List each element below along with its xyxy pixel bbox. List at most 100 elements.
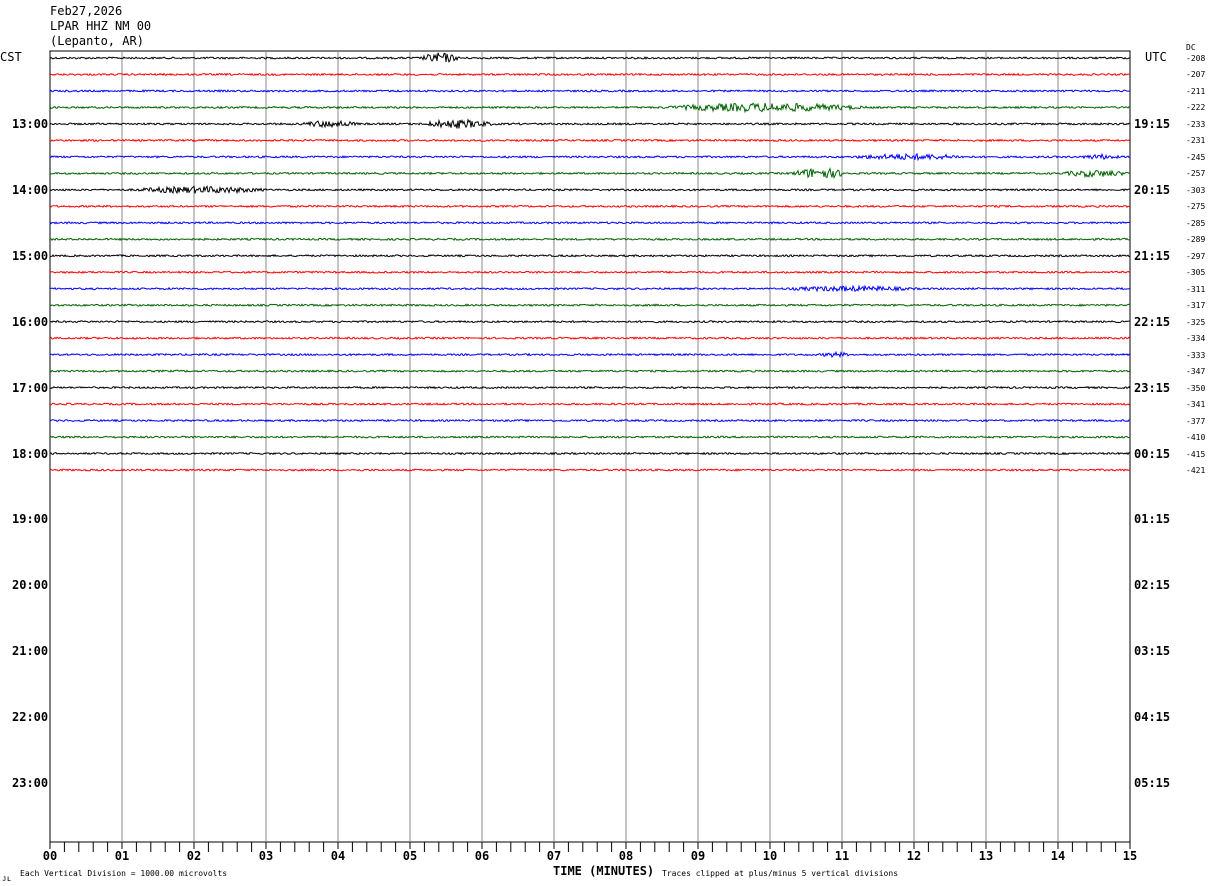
seismic-trace	[49, 402, 1131, 406]
dc-offset-label: -377	[1186, 416, 1206, 426]
seismic-trace	[49, 284, 1131, 293]
utc-hour-label: 01:15	[1134, 512, 1171, 527]
dc-offset-label: -350	[1186, 383, 1206, 393]
seismic-trace	[49, 152, 1131, 162]
dc-offset-label: -421	[1186, 466, 1206, 475]
dc-offset-label: -222	[1186, 103, 1206, 113]
dc-offset-label: -311	[1186, 284, 1206, 294]
seismic-trace	[49, 468, 1131, 472]
seismic-trace	[49, 118, 1131, 129]
plot-frame	[49, 50, 1131, 843]
seismic-trace	[49, 166, 1131, 180]
date-label: Feb27,2026	[50, 4, 123, 18]
dc-offset-label: -305	[1186, 268, 1206, 278]
scale-note: Each Vertical Division = 1000.00 microvo…	[20, 869, 228, 878]
dc-offset-label: -257	[1186, 169, 1206, 179]
dc-offset-label: -297	[1186, 251, 1206, 261]
seismic-trace	[49, 270, 1131, 275]
x-tick-label: 11	[834, 849, 850, 863]
seismic-trace	[50, 253, 1131, 258]
cst-hour-label: 18:00	[12, 446, 49, 461]
dc-offset-label: -275	[1186, 202, 1206, 212]
utc-hour-label: 04:15	[1134, 710, 1171, 725]
cst-hour-label: 23:00	[12, 776, 49, 791]
x-tick-label: 09	[690, 849, 706, 863]
dc-offset-label: -285	[1186, 218, 1206, 228]
seismic-trace	[49, 52, 1131, 63]
seismic-trace	[49, 350, 1131, 359]
cst-hour-label: 19:00	[12, 512, 49, 527]
dc-offset-label: -333	[1186, 350, 1206, 360]
dc-offset-label: -233	[1186, 119, 1206, 129]
utc-hour-label: 02:15	[1134, 578, 1171, 593]
x-tick-label: 05	[402, 849, 418, 863]
seismic-trace	[49, 303, 1131, 308]
cst-hour-label: 16:00	[12, 314, 49, 329]
seismic-trace	[49, 451, 1131, 456]
seismic-trace	[49, 89, 1131, 93]
dc-offset-label: -208	[1186, 54, 1206, 63]
seismic-trace	[49, 418, 1131, 423]
x-tick-label: 14	[1050, 849, 1066, 863]
dc-offset-label: -410	[1186, 433, 1206, 443]
dc-offset-label: -211	[1186, 86, 1206, 96]
x-tick-label: 10	[762, 849, 778, 863]
dc-offset-label: -207	[1186, 70, 1206, 80]
x-tick-label: 01	[114, 849, 130, 863]
dc-offset-label: -334	[1186, 334, 1206, 344]
x-tick-label: 00	[42, 849, 58, 863]
seismic-trace	[49, 138, 1131, 143]
seismic-trace	[49, 336, 1131, 341]
x-tick-label: 02	[186, 849, 202, 863]
seismic-trace	[49, 102, 1131, 114]
seismic-trace	[49, 369, 1131, 374]
dc-offset-label: -415	[1186, 449, 1206, 459]
utc-hour-label: 20:15	[1134, 182, 1171, 197]
utc-hour-label: 05:15	[1134, 776, 1171, 791]
x-tick-label: 15	[1122, 849, 1138, 863]
utc-hour-label: 19:15	[1134, 116, 1171, 131]
utc-axis-title: UTC	[1145, 50, 1167, 64]
dc-offset-label: -325	[1186, 317, 1206, 327]
x-tick-label: 07	[546, 849, 562, 863]
cst-hour-label: 20:00	[12, 578, 49, 593]
seismic-trace	[49, 435, 1131, 439]
logo-mark: ᴊʟ	[2, 874, 12, 883]
seismic-trace	[49, 72, 1131, 77]
x-tick-label: 04	[330, 849, 346, 863]
utc-hour-label: 00:15	[1134, 446, 1171, 461]
dc-offset-label: -347	[1186, 367, 1206, 377]
seismic-trace	[49, 385, 1131, 390]
utc-hour-label: 03:15	[1134, 644, 1171, 659]
x-tick-label: 06	[474, 849, 490, 863]
clip-note: Traces clipped at plus/minus 5 vertical …	[662, 869, 899, 878]
dc-offset-label: -341	[1186, 400, 1206, 410]
utc-hour-label: 23:15	[1134, 380, 1171, 395]
x-axis-title: TIME (MINUTES)	[553, 864, 655, 878]
dc-offset-label: -289	[1186, 235, 1206, 245]
utc-hour-label: 22:15	[1134, 314, 1171, 329]
seismic-trace	[49, 237, 1131, 242]
dc-title: DC	[1186, 43, 1196, 52]
dc-offset-label: -303	[1186, 185, 1206, 195]
dc-offset-label: -317	[1186, 301, 1206, 311]
seismic-trace	[49, 319, 1131, 324]
dc-offset-label: -231	[1186, 136, 1206, 146]
seismic-trace	[49, 185, 1130, 195]
cst-hour-label: 17:00	[12, 380, 49, 395]
dc-offset-label: -245	[1186, 152, 1206, 162]
cst-hour-label: 15:00	[12, 248, 49, 263]
seismic-trace	[49, 221, 1131, 225]
cst-hour-label: 22:00	[12, 710, 49, 725]
station-label: LPAR HHZ NM 00	[50, 19, 152, 33]
x-tick-label: 03	[258, 849, 274, 863]
utc-hour-label: 21:15	[1134, 248, 1171, 263]
x-tick-label: 08	[618, 849, 634, 863]
cst-hour-label: 21:00	[12, 644, 49, 659]
location-label: (Lepanto, AR)	[50, 34, 144, 48]
cst-axis-title: CST	[0, 50, 22, 64]
x-tick-label: 13	[978, 849, 994, 863]
x-tick-label: 12	[906, 849, 922, 863]
seismic-trace	[49, 204, 1131, 209]
